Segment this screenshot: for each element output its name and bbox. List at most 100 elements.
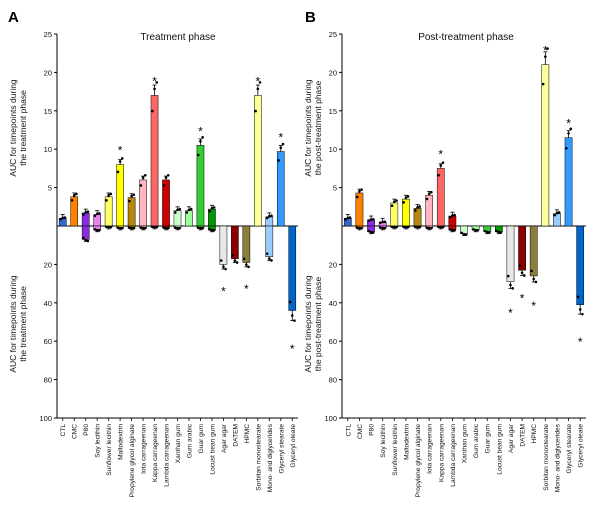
panel-b-down-dot-11	[476, 229, 480, 232]
panel-b-up-dot-6	[418, 205, 422, 208]
panel-b-down-dot-15	[518, 264, 522, 268]
panel-a-up-bar-5	[116, 164, 124, 227]
panel-a-down-dot-3	[98, 229, 101, 232]
panel-a-down-dot-18	[268, 257, 271, 260]
panel-a-down-dot-7	[143, 226, 147, 230]
panel-a-down-dot-3	[95, 228, 99, 232]
panel-b-up-dot-1	[358, 190, 361, 193]
panel-a-up-dot-17	[254, 109, 257, 113]
panel-a-up-dot-17	[256, 87, 260, 91]
panel-b-up-dot-9	[453, 213, 456, 217]
panel-b-category-label: Sunflower lecithin	[392, 424, 399, 476]
panel-b-down-dot-1	[355, 226, 359, 230]
panel-a-lower-tick-label: 40	[44, 299, 52, 308]
panel-b-category-label: HPMC	[531, 424, 538, 444]
panel-a-up-dot-2	[82, 213, 85, 216]
panel-a-down-dot-12	[201, 226, 204, 230]
panel-a-up-bar-12	[196, 145, 205, 227]
panel-a-down-dot-15	[233, 259, 237, 262]
panel-b-up-dot-8	[437, 174, 440, 177]
panel-a-category-label: DATEM	[232, 424, 239, 447]
panel-a-down-dot-20	[290, 314, 294, 317]
panel-b-down-dot-9	[451, 228, 454, 232]
panel-b-down-dot-10	[462, 232, 466, 236]
panel-a-down-dot-6	[128, 226, 131, 230]
panel-b-upper-tick-label: 5	[333, 184, 337, 193]
panel-b-up-dot-5	[404, 196, 408, 200]
panel-a-down-bar-14	[219, 225, 228, 265]
panel-a-down-dot-18	[270, 259, 273, 262]
panel-a-down-dot-20	[288, 300, 292, 304]
panel-letter-b: B	[305, 9, 316, 26]
panel-a-down-dot-18	[265, 252, 269, 255]
panel-a-up-dot-6	[130, 194, 133, 198]
panel-a-category-label: Soy lecithin	[95, 424, 102, 458]
panel-a-up-star: *	[255, 74, 260, 88]
panel-a-up-dot-9	[166, 174, 170, 177]
panel-a-down-dot-16	[247, 265, 250, 269]
panel-b-up-dot-18	[553, 213, 557, 217]
panel-a-up-bar-8	[150, 95, 159, 227]
panel-b-down-dot-20	[581, 312, 584, 316]
panel-b-down-dot-5	[404, 225, 408, 229]
panel-b-up-dot-5	[406, 195, 410, 198]
panel-b-up-dot-3	[381, 220, 384, 224]
panel-b-up-dot-2	[371, 217, 375, 221]
panel-a-down-dot-4	[105, 225, 108, 229]
panel-b-down-star: *	[508, 306, 513, 320]
panel-b-down-dot-8	[441, 225, 445, 229]
panel-a-up-dot-12	[201, 135, 204, 139]
panel-b-down-dot-8	[437, 225, 440, 229]
panel-b-down-dot-4	[390, 225, 394, 229]
panel-a-upper-tick-label: 20	[44, 68, 52, 77]
panel-b-down-dot-6	[416, 225, 419, 229]
panel-b-down-dot-10	[464, 233, 468, 236]
panel-a-up-dot-0	[59, 217, 62, 221]
panel-a-down-dot-13	[210, 228, 214, 232]
panel-a-up-bar-9	[162, 179, 170, 227]
panel-a-up-dot-3	[98, 212, 101, 215]
panel-a-up-dot-18	[268, 215, 271, 218]
panel-a-down-dot-2	[84, 238, 87, 242]
panel-b-up-dot-0	[346, 216, 350, 220]
panel-b-up-dot-7	[427, 192, 431, 196]
panel-b-up-star: *	[543, 44, 548, 58]
panel-b-down-dot-14	[511, 287, 514, 290]
panel-a-up-dot-7	[143, 174, 147, 177]
panel-a-down-dot-14	[219, 259, 223, 262]
panel-a-up-dot-7	[141, 176, 145, 179]
panel-b-up-bar-8	[436, 168, 445, 227]
panel-a-up-dot-0	[61, 216, 65, 220]
panel-b-up-dot-6	[416, 206, 419, 209]
panel-b-category-label: Maltodextrin	[403, 424, 410, 460]
panel-a-up-dot-5	[116, 170, 120, 174]
panel-a-down-star: *	[221, 285, 226, 299]
panel-a-up-dot-19	[281, 142, 285, 146]
panel-b-category-label: DATEM	[520, 424, 527, 447]
panel-b-lower-tick-label: 20	[329, 260, 337, 269]
panel-b-down-dot-2	[367, 229, 371, 233]
panel-a-down-dot-3	[93, 228, 97, 231]
panel-a-down-dot-2	[82, 236, 85, 240]
panel-b-category-label: Lambda carrageenan	[450, 424, 457, 487]
panel-b-category-label: Agar agar	[508, 423, 515, 453]
panel-b-down-star: *	[520, 292, 525, 306]
panel-a-up-dot-12	[199, 140, 202, 143]
panel-b-down-dot-6	[414, 225, 417, 229]
panel-a-down-star: *	[290, 342, 295, 356]
panel-b-upper-ylabel-1: AUC for timepoints during	[303, 79, 313, 177]
panel-b-upper-tick-label: 20	[329, 68, 337, 77]
panel-b-up-dot-17	[546, 47, 549, 50]
panel-a-down-dot-14	[222, 265, 225, 269]
panel-b-up-dot-7	[430, 190, 433, 194]
panel-a-up-dot-10	[178, 207, 181, 211]
panel-b-category-label: P80	[369, 424, 376, 436]
panel-a-down-dot-16	[245, 263, 248, 266]
panel-a-lower-tick-label: 20	[44, 260, 52, 269]
panel-b-down-dot-14	[506, 274, 510, 278]
panel-a-down-bar-18	[265, 225, 274, 257]
panel-a-up-star: *	[198, 124, 203, 138]
panel-a-up-dot-7	[139, 184, 143, 187]
panel-a-up-bar-17	[254, 95, 262, 227]
panel-a-up-star: *	[152, 74, 157, 88]
